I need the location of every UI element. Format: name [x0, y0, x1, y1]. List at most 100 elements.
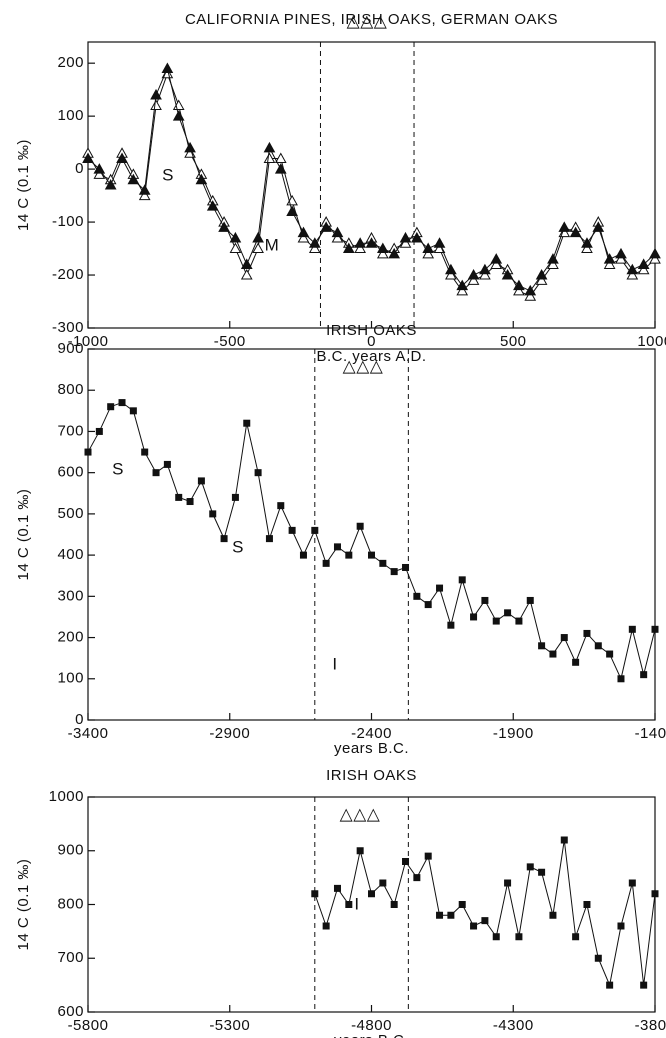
y-tick-label: 200 [57, 629, 84, 646]
y-tick-label: 400 [57, 546, 84, 563]
marker [526, 863, 534, 871]
x-tick-label: -5800 [68, 1017, 109, 1034]
marker [107, 403, 115, 411]
marker [311, 890, 319, 898]
x-tick-label: 500 [500, 333, 527, 350]
y-tick-label: 700 [57, 949, 84, 966]
marker [606, 981, 614, 989]
x-tick-label: -4800 [351, 1017, 392, 1034]
x-tick-label: -3800 [635, 1017, 666, 1034]
annotation: I [332, 654, 337, 673]
marker [481, 917, 489, 925]
marker [150, 99, 162, 111]
plot-frame [87, 348, 656, 721]
marker [581, 242, 593, 254]
marker [299, 551, 307, 559]
marker [229, 242, 242, 254]
marker [95, 427, 103, 435]
x-tick-label: -3400 [68, 725, 109, 742]
marker [549, 650, 557, 658]
marker [547, 258, 559, 269]
marker [354, 237, 367, 248]
marker [535, 269, 548, 280]
marker [501, 269, 514, 280]
y-tick-label: 0 [75, 160, 84, 177]
marker [436, 911, 444, 919]
marker [649, 253, 661, 264]
marker [467, 274, 480, 285]
marker [615, 253, 627, 264]
x-axis-label: years B.C. [334, 740, 409, 757]
marker [184, 141, 196, 153]
marker [379, 879, 387, 887]
marker [161, 62, 174, 73]
y-tick-label: 200 [57, 54, 84, 71]
marker [333, 884, 341, 892]
marker [569, 226, 582, 238]
marker [615, 247, 627, 259]
y-tick-label: 0 [75, 711, 84, 728]
y-tick-label: -200 [52, 266, 84, 283]
x-tick-label: -5300 [209, 1017, 250, 1034]
annotation: I [354, 894, 359, 913]
marker [603, 253, 616, 264]
marker [538, 642, 546, 650]
marker [379, 559, 387, 567]
marker [402, 858, 410, 865]
y-tick-label: 900 [57, 842, 84, 859]
marker [581, 237, 593, 248]
marker [84, 448, 92, 456]
marker [456, 284, 469, 296]
marker [320, 221, 332, 232]
series-line [314, 839, 656, 987]
marker [368, 890, 375, 898]
marker [399, 231, 412, 243]
marker [277, 502, 285, 510]
y-tick-label: 600 [57, 464, 84, 481]
marker [195, 173, 208, 185]
marker [209, 510, 217, 518]
chart-title: CALIFORNIA PINES, IRISH OAKS, GERMAN OAK… [185, 11, 558, 28]
marker [413, 592, 421, 600]
marker [515, 617, 523, 625]
marker [82, 152, 94, 164]
marker [331, 226, 344, 238]
marker [467, 269, 480, 280]
marker [479, 269, 491, 280]
marker [504, 609, 512, 617]
x-tick-label: -1000 [68, 333, 109, 350]
x-tick-label: 0 [367, 333, 376, 350]
marker [628, 879, 636, 887]
x-tick-label: -4300 [493, 1017, 534, 1034]
annotation: S [232, 537, 244, 556]
marker [592, 221, 605, 232]
marker [422, 247, 435, 259]
marker [342, 242, 355, 254]
marker [603, 258, 616, 269]
marker [252, 242, 264, 254]
annotation: S [112, 459, 124, 478]
marker [368, 551, 375, 559]
marker [524, 290, 537, 301]
marker [116, 152, 128, 164]
marker [515, 933, 523, 941]
marker [637, 263, 650, 275]
series-line [87, 72, 656, 297]
plot-frame [87, 796, 656, 1013]
marker [583, 901, 591, 908]
y-tick-label: 800 [57, 381, 84, 398]
marker [141, 448, 149, 456]
marker [127, 173, 140, 185]
marker [172, 110, 185, 121]
y-tick-label: 700 [57, 422, 84, 439]
y-tick-label: 600 [57, 1003, 84, 1020]
marker [308, 242, 321, 254]
marker [594, 642, 602, 650]
marker [479, 263, 491, 275]
marker [376, 242, 389, 254]
marker [402, 563, 410, 571]
marker [447, 911, 455, 919]
marker [583, 629, 591, 637]
marker [513, 284, 525, 296]
annotation: △△△ [347, 11, 388, 30]
